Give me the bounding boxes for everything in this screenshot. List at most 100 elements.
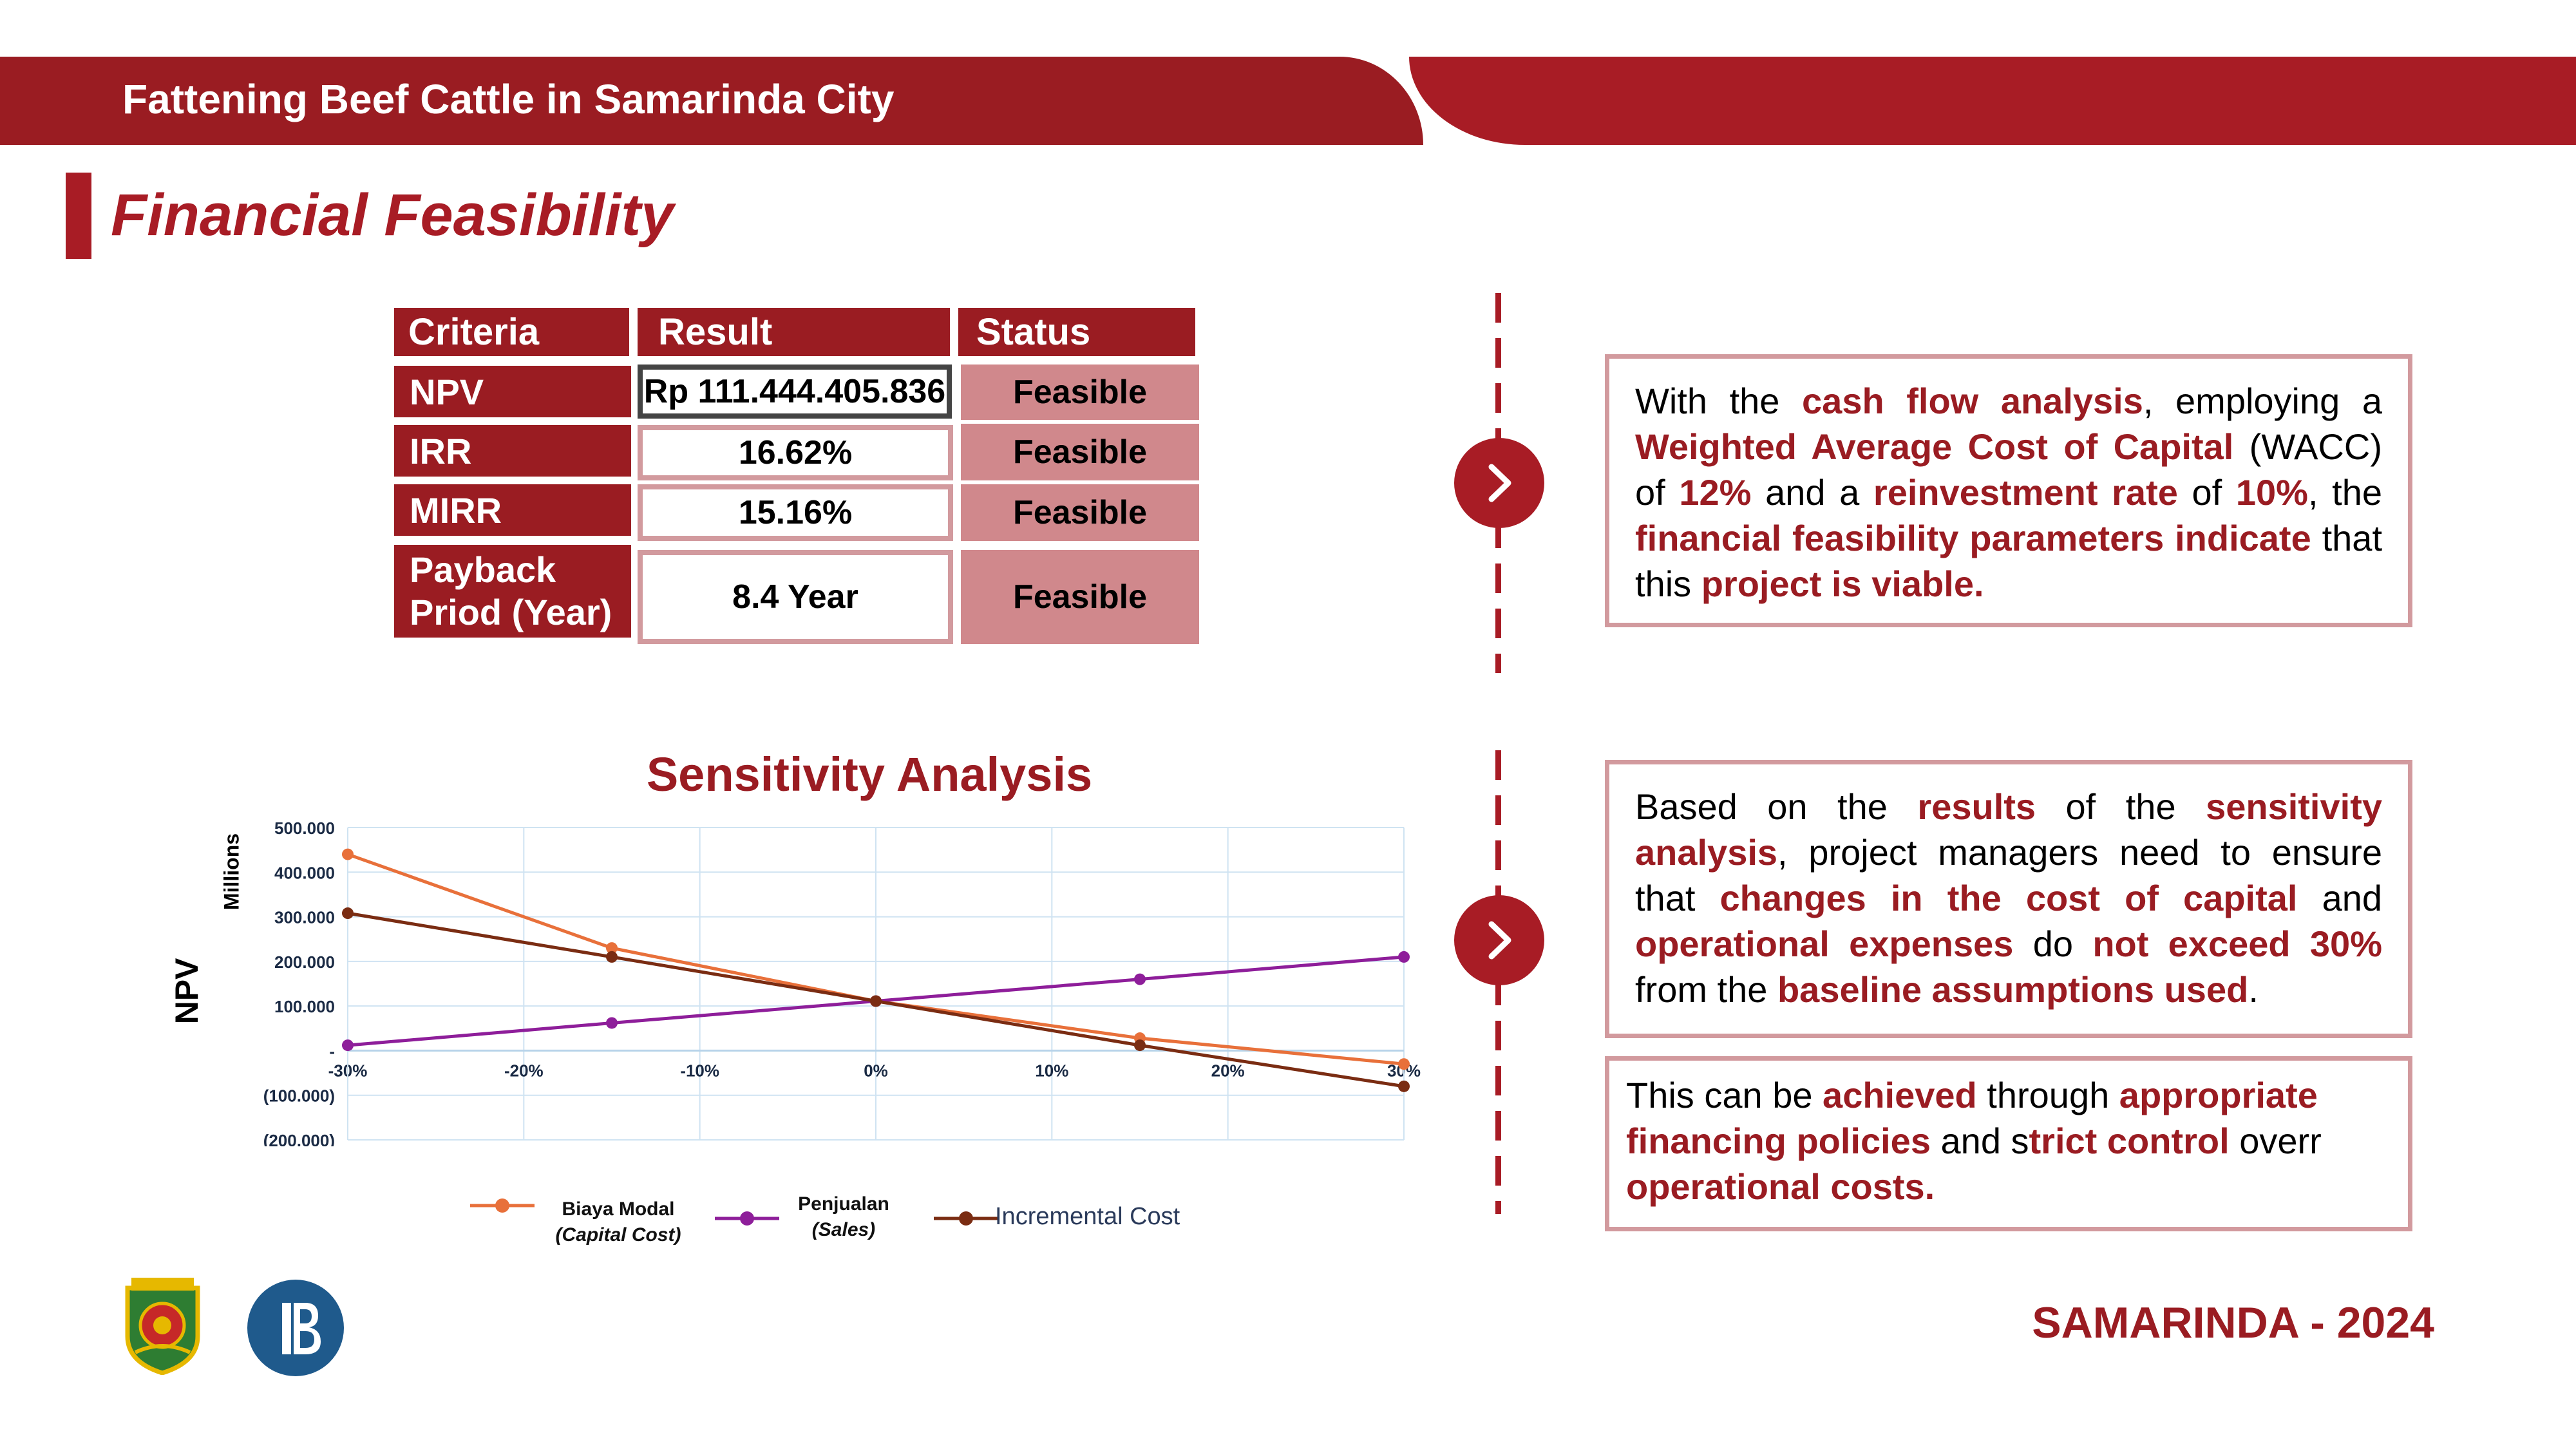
- text: , the: [2307, 472, 2382, 513]
- section-title: Financial Feasibility: [111, 182, 674, 248]
- legend-sub: (Sales): [811, 1219, 876, 1240]
- table-row-npv-criteria: NPV: [394, 366, 631, 417]
- table-row-payback-status: Feasible: [961, 550, 1199, 644]
- text: With the: [1635, 381, 1803, 421]
- data-point-series-2: [1398, 1080, 1410, 1092]
- text: that this: [1635, 518, 2383, 604]
- text: overr: [2229, 1121, 2322, 1161]
- table-header-status: Status: [958, 308, 1195, 356]
- text: and s: [1930, 1121, 2029, 1161]
- samarinda-emblem-logo: [122, 1275, 203, 1376]
- legend-label-sales: Penjualan (Sales): [779, 1191, 908, 1243]
- sensitivity-summary-box: Based on the results of the sensitivity …: [1605, 760, 2412, 1038]
- highlight: Weighted Average Cost of Capital: [1635, 426, 2234, 467]
- data-point-series-2: [870, 995, 882, 1007]
- legend-label-capital-cost: Biaya Modal (Capital Cost): [541, 1197, 696, 1248]
- data-point-series-1: [1134, 973, 1146, 985]
- x-tick-label: -20%: [504, 1061, 544, 1080]
- data-point-series-0: [342, 848, 354, 860]
- text: through: [1976, 1075, 2119, 1115]
- legend-swatch-capital-cost: [470, 1193, 535, 1218]
- y-tick-label: (100.000): [263, 1086, 335, 1106]
- highlight: cash flow analysis: [1802, 381, 2143, 421]
- x-tick-label: 0%: [864, 1061, 888, 1080]
- chart-title: Sensitivity Analysis: [646, 748, 1093, 801]
- text: , project managers need to ensure that: [1635, 832, 2382, 918]
- highlight: 12%: [1679, 472, 1752, 513]
- y-tick-label: -: [329, 1041, 335, 1061]
- table-row-npv-status: Feasible: [961, 365, 1199, 420]
- bank-indonesia-logo: [246, 1278, 346, 1378]
- highlight: operational expenses: [1635, 923, 2014, 964]
- table-header-result: Result: [638, 308, 950, 356]
- highlight: financial feasibility parameters indicat…: [1635, 518, 2311, 558]
- payback-label-line2: Priod (Year): [410, 592, 612, 632]
- y-tick-label: 300.000: [274, 908, 335, 927]
- legend-name: Penjualan: [798, 1193, 889, 1215]
- data-point-series-1: [606, 1017, 618, 1029]
- table-header-criteria: Criteria: [394, 308, 629, 356]
- highlight: trict control: [2029, 1121, 2230, 1161]
- chevron-right-icon: [1454, 895, 1544, 985]
- table-row-mirr-criteria: MIRR: [394, 484, 631, 536]
- legend-name: Biaya Modal: [562, 1198, 675, 1220]
- header-bar: [0, 57, 1423, 145]
- table-row-irr-result: 16.62%: [638, 425, 953, 480]
- y-tick-label: 200.000: [274, 952, 335, 972]
- text: do: [2013, 923, 2093, 964]
- legend-swatch-sales: [715, 1206, 779, 1231]
- y-tick-label: 500.000: [274, 819, 335, 838]
- data-point-series-2: [606, 951, 618, 963]
- data-point-series-2: [342, 907, 354, 920]
- highlight: 10%: [2235, 472, 2308, 513]
- text: This can be: [1626, 1075, 1823, 1115]
- y-tick-label: 400.000: [274, 863, 335, 882]
- chart-ylabel: NPV: [161, 953, 213, 1030]
- highlight: changes in the cost of capital: [1719, 878, 2298, 918]
- highlight: operational costs.: [1626, 1166, 1935, 1207]
- x-tick-label: -10%: [680, 1061, 719, 1080]
- wacc-summary-box: With the cash flow analysis, employing a…: [1605, 354, 2412, 627]
- footer-location-year: SAMARINDA - 2024: [2032, 1298, 2434, 1347]
- header-bar-right: [1409, 57, 2576, 145]
- table-row-mirr-status: Feasible: [961, 484, 1199, 541]
- legend-sub: (Capital Cost): [555, 1224, 681, 1245]
- x-tick-label: 10%: [1035, 1061, 1068, 1080]
- text: .: [2248, 969, 2259, 1010]
- table-row-irr-criteria: IRR: [394, 425, 631, 477]
- table-row-payback-result: 8.4 Year: [638, 550, 953, 644]
- highlight: project is viable.: [1701, 564, 1984, 604]
- table-row-payback-criteria: Payback Priod (Year): [394, 545, 631, 638]
- legend-label-incremental-cost: Incremental Cost: [995, 1203, 1180, 1230]
- highlight: reinvestment rate: [1873, 472, 2178, 513]
- legend-swatch-incremental-cost: [934, 1206, 998, 1231]
- table-row-mirr-result: 15.16%: [638, 484, 953, 541]
- table-row-npv-result: Rp 111.444.405.836: [638, 365, 952, 419]
- chart-yunit-text: Millions: [220, 833, 243, 911]
- text: of: [2177, 472, 2236, 513]
- text: from the: [1635, 969, 1777, 1010]
- sensitivity-chart: 500.000 400.000 300.000 200.000 100.000 - (100…: [263, 819, 1421, 1146]
- highlight: achieved: [1823, 1075, 1977, 1115]
- chart-ylabel-text: NPV: [169, 958, 205, 1025]
- text: (WACC) of: [1635, 426, 2382, 513]
- x-tick-label: 20%: [1211, 1061, 1245, 1080]
- text: and: [2297, 878, 2382, 918]
- highlight: sensitivity analysis: [1635, 786, 2382, 873]
- text: and a: [1751, 472, 1873, 513]
- data-point-series-1: [1398, 951, 1410, 963]
- highlight: not exceed 30%: [2092, 923, 2382, 964]
- highlight: results: [1917, 786, 2036, 827]
- policy-summary-box: This can be achieved through appropriate…: [1605, 1056, 2412, 1231]
- data-point-series-1: [342, 1039, 354, 1052]
- table-row-irr-status: Feasible: [961, 424, 1199, 480]
- text: of the: [2036, 786, 2206, 827]
- text: Based on the: [1635, 786, 1918, 827]
- highlight: baseline assumptions used: [1777, 969, 2249, 1010]
- highlight: appropriate financing policies: [1626, 1075, 2318, 1161]
- payback-label-line1: Payback: [410, 549, 556, 590]
- y-tick-label: 100.000: [274, 997, 335, 1016]
- data-point-series-0: [1398, 1058, 1410, 1070]
- text: , employing a: [2143, 381, 2383, 421]
- header-title: Fattening Beef Cattle in Samarinda City: [122, 76, 895, 122]
